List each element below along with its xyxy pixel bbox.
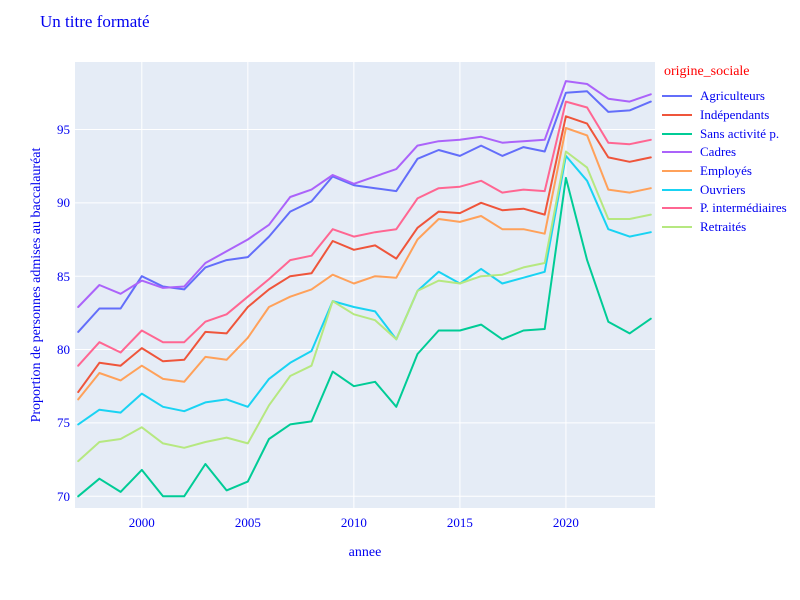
y-axis-tick-label: 95 (57, 121, 70, 137)
legend-item-p-interm-diaires[interactable]: P. intermédiaires (662, 199, 800, 218)
series-line-sans-activit-p- (77, 176, 652, 498)
series-line-employ-s (77, 127, 652, 401)
series-line-ind-pendants (77, 115, 652, 394)
x-axis-tick-label: 2020 (552, 515, 579, 530)
legend-item-ouvriers[interactable]: Ouvriers (662, 180, 800, 199)
plot-area-wrapper (75, 62, 655, 508)
legend-item-sans-activit-p-[interactable]: Sans activité p. (662, 124, 800, 143)
legend-item-label: Indépendants (700, 107, 770, 123)
y-axis-tick-label: 70 (57, 488, 70, 504)
legend-line-swatch (662, 151, 692, 154)
legend: origine_sociale Agriculteurs Indépendants… (662, 64, 800, 237)
legend-item-retrait-s[interactable]: Retraités (662, 218, 800, 237)
plot-area (75, 62, 655, 508)
x-axis-tick-label: 2010 (340, 515, 367, 530)
y-axis-tick-label: 90 (57, 195, 70, 211)
x-axis-tick-label: 2005 (234, 515, 261, 530)
legend-item-cadres[interactable]: Cadres (662, 143, 800, 162)
legend-line-swatch (662, 132, 692, 135)
x-axis-tick-label: 2000 (128, 515, 155, 530)
chart-title: Un titre formaté (40, 12, 150, 31)
legend-item-ind-pendants[interactable]: Indépendants (662, 106, 800, 125)
x-axis-tick-label: 2015 (446, 515, 473, 530)
legend-item-label: Sans activité p. (700, 125, 780, 141)
legend-items: Agriculteurs Indépendants Sans activité p.… (662, 87, 800, 237)
legend-line-swatch (662, 226, 692, 229)
legend-item-label: P. intermédiaires (700, 200, 787, 216)
y-axis-title: Proportion de personnes admises au bacca… (29, 147, 44, 423)
series-line-ouvriers (77, 154, 652, 426)
legend-line-swatch (662, 114, 692, 117)
legend-line-swatch (662, 95, 692, 98)
legend-item-label: Employés (700, 163, 752, 179)
y-axis-tick-label: 85 (57, 268, 70, 284)
series-line-cadres (77, 80, 652, 308)
legend-item-label: Ouvriers (700, 181, 746, 197)
series-line-p-interm-diaires (77, 100, 652, 367)
y-axis-tick-label: 75 (57, 415, 70, 431)
legend-line-swatch (662, 170, 692, 173)
legend-line-swatch (662, 188, 692, 191)
legend-item-employ-s[interactable]: Employés (662, 162, 800, 181)
legend-item-label: Retraités (700, 219, 747, 235)
x-axis-title: annee (348, 545, 382, 560)
legend-item-label: Agriculteurs (700, 88, 765, 104)
series-line-retrait-s (77, 150, 652, 463)
legend-item-agriculteurs[interactable]: Agriculteurs (662, 87, 800, 106)
legend-line-swatch (662, 207, 692, 210)
legend-title: origine_sociale (664, 64, 750, 79)
legend-item-label: Cadres (700, 144, 737, 160)
y-axis-tick-label: 80 (57, 342, 70, 358)
